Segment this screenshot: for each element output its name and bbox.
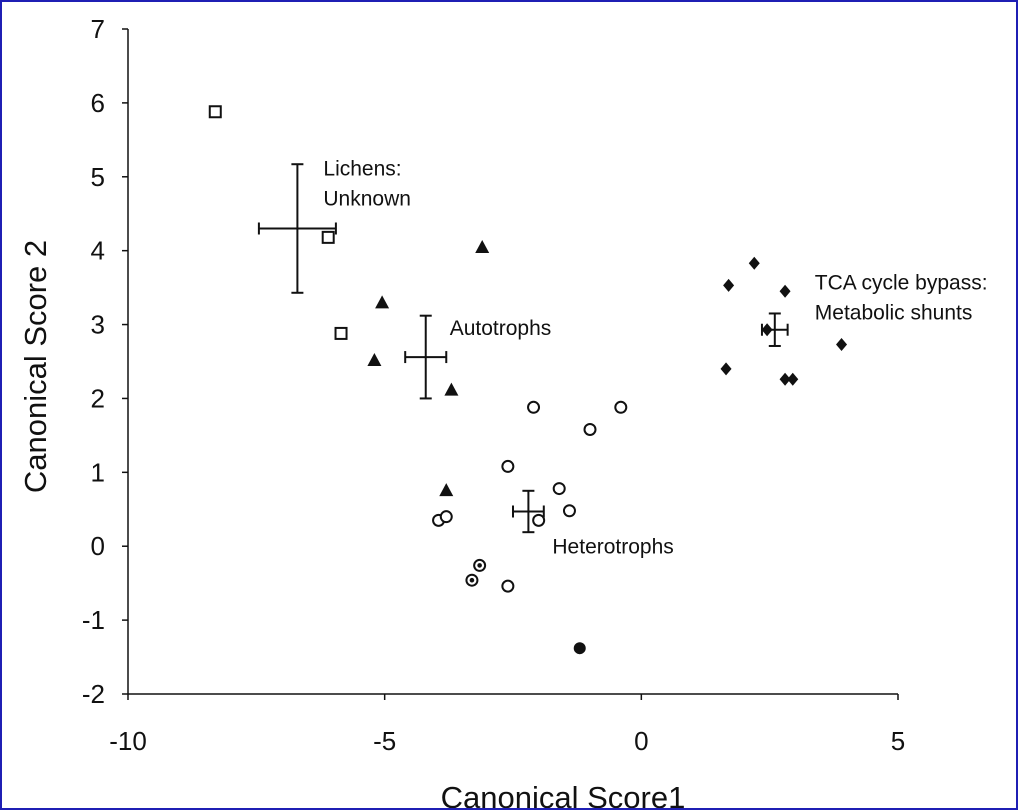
data-point-diamond [748, 256, 760, 270]
group-label: TCA cycle bypass: [815, 272, 988, 295]
group-label: Lichens: [323, 158, 401, 181]
x-axis-title: Canonical Score1 [441, 780, 686, 808]
data-point-diamond [720, 362, 732, 376]
data-point-diamond [787, 372, 799, 386]
y-tick-label: 5 [91, 162, 105, 192]
y-tick-label: -1 [82, 605, 105, 635]
x-tick-label: 5 [891, 726, 905, 756]
data-point-triangle [367, 353, 382, 367]
data-point-square [334, 326, 348, 340]
y-tick-label: 2 [91, 383, 105, 413]
data-point-triangle [444, 382, 459, 396]
data-point-circle [532, 513, 546, 527]
y-tick-label: 7 [91, 14, 105, 44]
data-point-square [321, 230, 335, 244]
data-point-diamond [779, 372, 791, 386]
data-point-circle [562, 504, 576, 518]
group-label: Heterotrophs [552, 535, 673, 558]
y-tick-label: 1 [91, 457, 105, 487]
data-point-circle [583, 422, 597, 436]
data-point-circle [552, 482, 566, 496]
data-point-dotted-circle-center [477, 563, 482, 568]
y-tick-label: 3 [91, 310, 105, 340]
x-tick-label: -10 [109, 726, 147, 756]
data-point-triangle [375, 295, 390, 309]
data-point-circle [614, 400, 628, 414]
group-label: Metabolic shunts [815, 302, 973, 325]
y-axis-title: Canonical Score 2 [18, 240, 53, 493]
x-tick-label: -5 [373, 726, 396, 756]
data-point-diamond [779, 284, 791, 298]
data-point-triangle [439, 483, 454, 497]
data-point-dotted-circle-center [469, 577, 475, 583]
y-tick-label: 0 [91, 531, 105, 561]
data-point-square [208, 105, 222, 119]
y-tick-label: 4 [91, 236, 105, 266]
data-point-circle [501, 459, 515, 473]
data-point-triangle [475, 239, 490, 253]
data-point-circle [501, 579, 515, 593]
y-tick-label: -2 [82, 679, 105, 709]
data-point-diamond [836, 338, 848, 352]
group-label: Unknown [323, 188, 411, 211]
x-tick-label: 0 [634, 726, 648, 756]
data-point-circle [439, 510, 453, 524]
data-point-circle [527, 400, 541, 414]
data-point-filled-circle [573, 642, 586, 655]
y-tick-label: 6 [91, 88, 105, 118]
data-point-diamond [723, 278, 735, 292]
group-label: Autotrophs [450, 317, 552, 340]
